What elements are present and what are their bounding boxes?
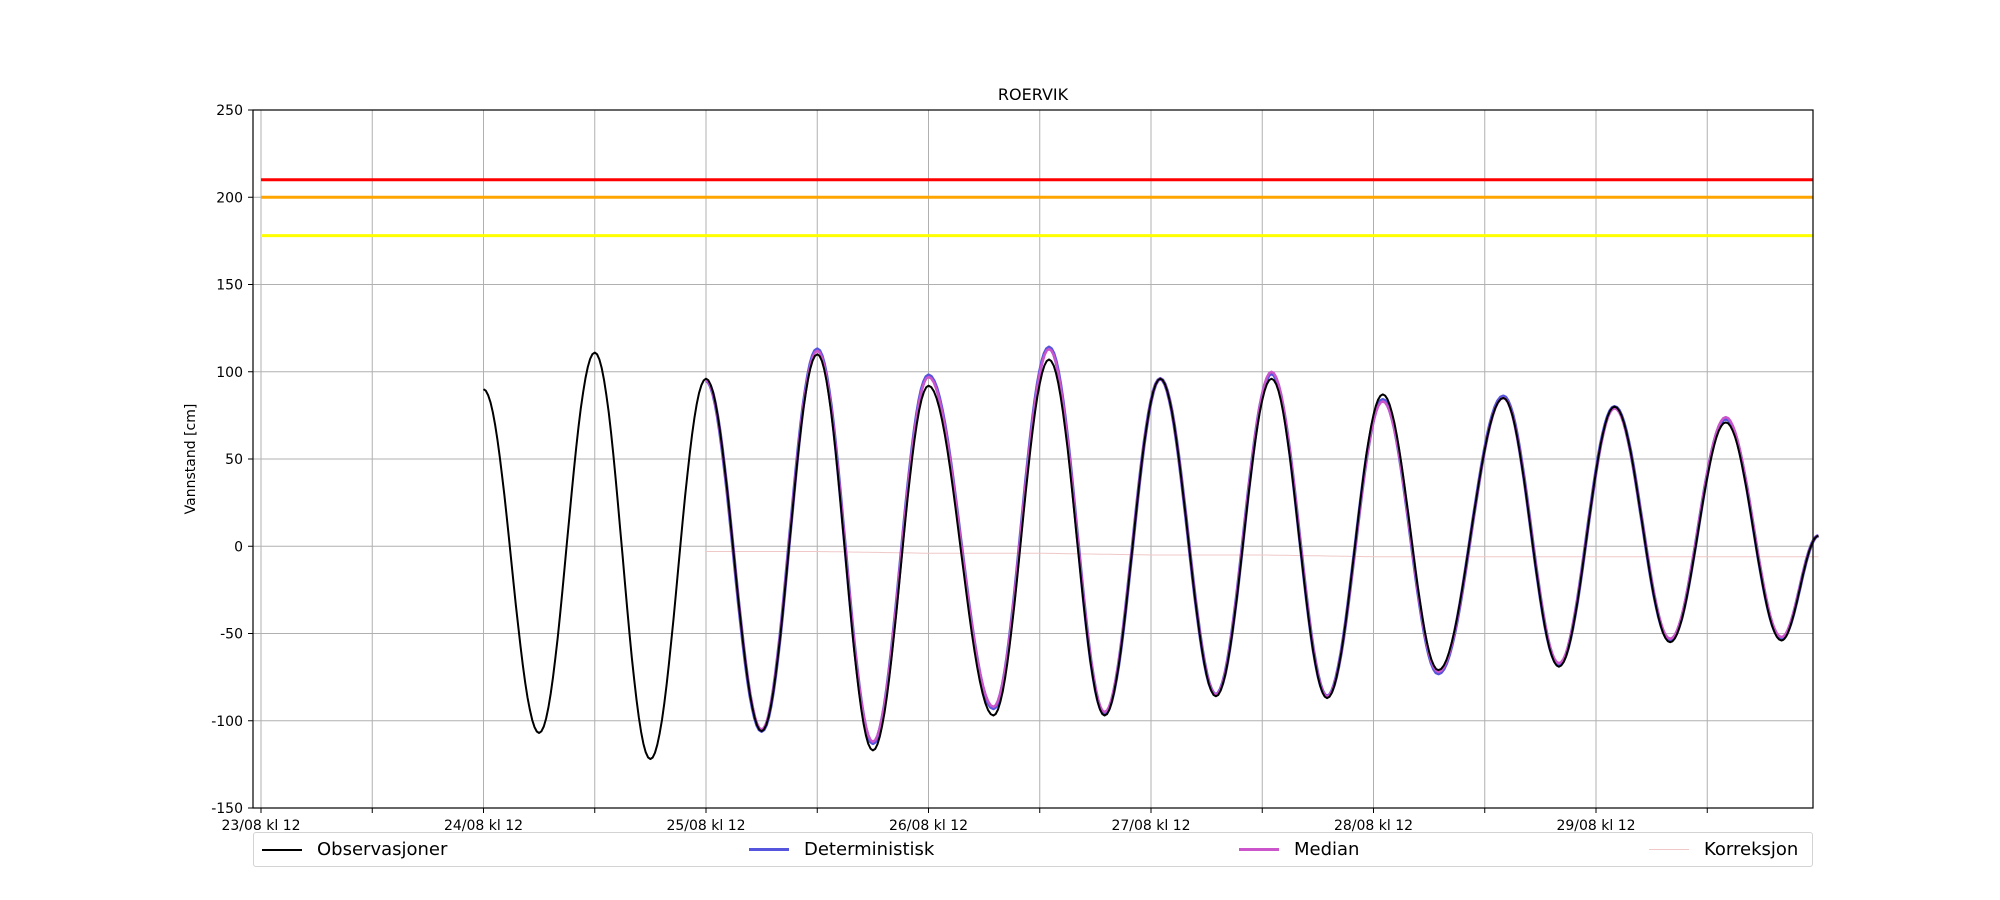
x-tick-label: 25/08 kl 12 xyxy=(666,818,745,834)
series-line-korreksjon xyxy=(482,351,1819,761)
y-tick-label: -100 xyxy=(211,714,243,730)
y-tick-label: 0 xyxy=(234,539,243,555)
grid-layer xyxy=(253,109,1813,809)
threshold-layer xyxy=(261,178,1813,238)
x-tick-label: 23/08 kl 12 xyxy=(221,818,300,834)
y-tick-label: 250 xyxy=(216,103,243,119)
y-axis-label: Vannstand [cm] xyxy=(183,404,199,515)
legend-item-deterministisk: Deterministisk xyxy=(749,833,934,866)
series-layer xyxy=(482,345,1819,761)
legend-item-observasjoner: Observasjoner xyxy=(262,833,447,866)
legend-label-korreksjon: Korreksjon xyxy=(1704,839,1799,860)
x-tick-label: 28/08 kl 12 xyxy=(1334,818,1413,834)
chart-title: ROERVIK xyxy=(998,85,1069,104)
tick-layer: -150 -100 -50 0 50 100 150 200 250 23/08 kl 12 24/… xyxy=(211,103,1708,834)
legend-label-deterministisk: Deterministisk xyxy=(804,839,935,860)
legend-swatch-korreksjon xyxy=(1649,849,1689,850)
y-tick-label: -50 xyxy=(220,627,243,643)
legend-swatch-median xyxy=(1239,848,1279,851)
y-tick-label: -150 xyxy=(211,801,243,817)
legend-swatch-observasjoner xyxy=(262,848,302,851)
x-tick-label: 24/08 kl 12 xyxy=(444,818,523,834)
legend-label-median: Median xyxy=(1294,839,1360,860)
legend-label-observasjoner: Observasjoner xyxy=(317,839,448,860)
legend-item-median: Median xyxy=(1239,833,1359,866)
x-tick-label: 29/08 kl 12 xyxy=(1556,818,1635,834)
y-tick-label: 100 xyxy=(216,365,243,381)
series-line-observasjoner xyxy=(706,551,1819,558)
y-tick-label: 150 xyxy=(216,278,243,294)
legend-swatch-deterministisk xyxy=(749,848,789,851)
legend: Observasjoner Deterministisk Median Korr… xyxy=(253,832,1813,867)
x-tick-label: 26/08 kl 12 xyxy=(889,818,968,834)
x-tick-label: 27/08 kl 12 xyxy=(1111,818,1190,834)
y-tick-label: 200 xyxy=(216,190,243,206)
legend-item-korreksjon: Korreksjon xyxy=(1649,833,1798,866)
y-tick-label: 50 xyxy=(225,452,243,468)
